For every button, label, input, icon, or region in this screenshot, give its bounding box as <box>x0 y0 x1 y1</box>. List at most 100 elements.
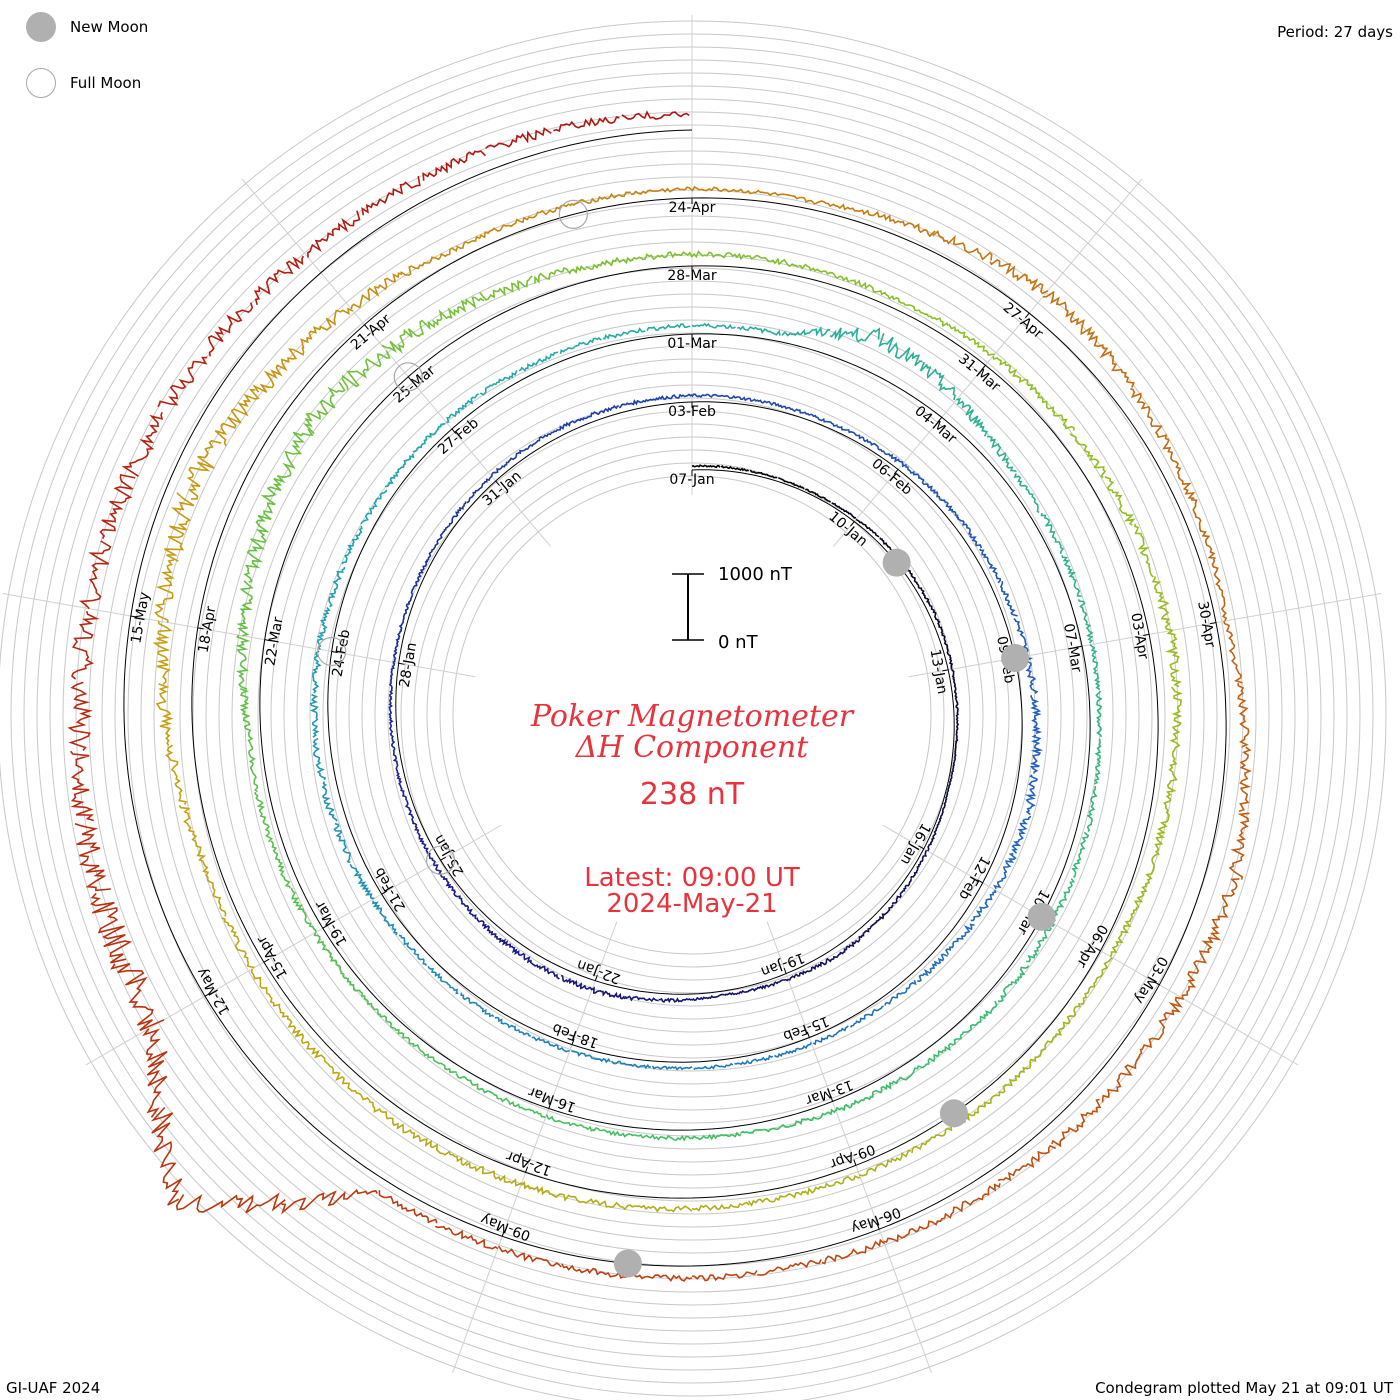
trace-segment <box>255 475 286 533</box>
trace-segment <box>1044 1002 1081 1049</box>
trace-segment <box>1154 798 1172 856</box>
trace-segment <box>1089 644 1101 690</box>
full-moon-label: Full Moon <box>70 74 142 92</box>
trace-segment <box>859 1150 911 1177</box>
trace-segment <box>634 1204 693 1213</box>
moon-markers <box>317 199 1056 1278</box>
center-titles: Poker Magnetometer ΔH Component 238 nT L… <box>530 699 855 919</box>
trace-segment <box>316 606 331 651</box>
trace-segment <box>417 832 436 865</box>
date-tick <box>783 967 787 974</box>
new-moon-marker <box>1001 644 1030 673</box>
trace-segment <box>801 411 838 427</box>
trace-segment <box>152 620 173 685</box>
date-tick <box>981 364 986 371</box>
trace-segment <box>1211 558 1228 622</box>
trace-segment <box>745 254 799 268</box>
date-label: 30-Apr <box>1194 600 1218 649</box>
date-tick <box>440 856 447 861</box>
trace-segment <box>1035 390 1075 431</box>
radial-spoke <box>452 921 618 1373</box>
trace-segment <box>142 1028 168 1118</box>
trace-segment <box>157 356 208 408</box>
trace-segment <box>621 110 690 120</box>
date-tick <box>594 974 598 981</box>
trace-segment <box>756 978 789 990</box>
date-label: 28-Mar <box>667 268 717 284</box>
trace-segment <box>254 791 273 843</box>
date-label: 01-Mar <box>667 336 717 352</box>
trace-segment <box>1095 690 1103 738</box>
trace-segment <box>361 175 421 216</box>
trace-segment <box>559 336 602 355</box>
date-label: 07-Jan <box>669 472 714 488</box>
trace-segment <box>891 878 913 905</box>
trace-segment <box>691 993 725 1002</box>
trace-segment <box>1101 1048 1143 1103</box>
trace-segment <box>1051 878 1076 921</box>
date-tick <box>204 992 211 997</box>
date-label: 16-Mar <box>526 1083 578 1115</box>
scale-bar: 1000 nT 0 nT <box>672 564 793 653</box>
trace-segment <box>957 516 983 549</box>
trace-segment <box>585 256 639 270</box>
trace-segment <box>90 892 133 964</box>
trace-segment <box>959 1085 1006 1124</box>
trace-segment <box>1162 439 1196 500</box>
trace-segment <box>270 840 291 889</box>
trace-segment <box>1223 620 1243 684</box>
trace-segment <box>1042 290 1096 342</box>
trace-segment <box>425 530 446 563</box>
trace-segment <box>99 473 136 539</box>
trace-segment <box>993 852 1017 890</box>
date-tick <box>876 1223 880 1230</box>
date-tick <box>381 890 388 895</box>
date-tick <box>197 627 204 630</box>
trace-segment <box>248 740 259 793</box>
footer-credit: GI-UAF 2024 <box>6 1379 101 1397</box>
trace-segment <box>813 200 874 217</box>
period-label: Period: 27 days <box>1277 23 1393 41</box>
trace-segment <box>350 272 403 310</box>
chart-subtitle: ΔH Component <box>575 730 809 765</box>
trace-segment <box>611 1060 652 1070</box>
trace-segment <box>413 1134 469 1167</box>
legend-full-moon: Full Moon <box>26 68 141 98</box>
trace-segment <box>236 580 254 637</box>
baseline-path <box>123 129 1227 1267</box>
date-tick <box>937 417 943 423</box>
trace-segment <box>638 250 693 261</box>
trace-segment <box>631 186 693 195</box>
trace-segment <box>485 127 552 149</box>
date-tick <box>451 428 457 434</box>
trace-segment <box>821 1238 885 1265</box>
trace-segment <box>970 889 997 922</box>
date-tick <box>407 376 413 382</box>
trace-segment <box>753 189 814 204</box>
date-label: 13-Mar <box>803 1076 855 1108</box>
radial-spokes <box>2 15 1382 1373</box>
trace-segment <box>883 1217 945 1243</box>
date-tick <box>1095 947 1101 952</box>
trace-segment <box>781 326 831 338</box>
trace-segment <box>253 255 304 306</box>
trace-segment <box>850 1005 884 1028</box>
trace-segment <box>286 1015 326 1062</box>
trace-segment <box>74 823 111 892</box>
legend-new-moon: New Moon <box>26 12 148 42</box>
full-moon-icon <box>26 68 56 98</box>
trace-segment <box>691 393 730 399</box>
trace-segment <box>534 265 587 284</box>
trace-segment <box>434 1225 499 1250</box>
trace-segment <box>1024 774 1039 816</box>
radial-spoke <box>85 824 502 1066</box>
trace-segment <box>870 442 904 465</box>
trace-segment <box>71 610 100 680</box>
date-tick <box>1076 645 1083 648</box>
trace-segment <box>835 1089 882 1112</box>
trace-segment <box>410 560 428 595</box>
trace-segment <box>765 400 803 414</box>
trace-segment <box>110 962 165 1032</box>
trace-segment <box>880 1065 925 1093</box>
date-label: 03-Apr <box>1127 612 1151 661</box>
